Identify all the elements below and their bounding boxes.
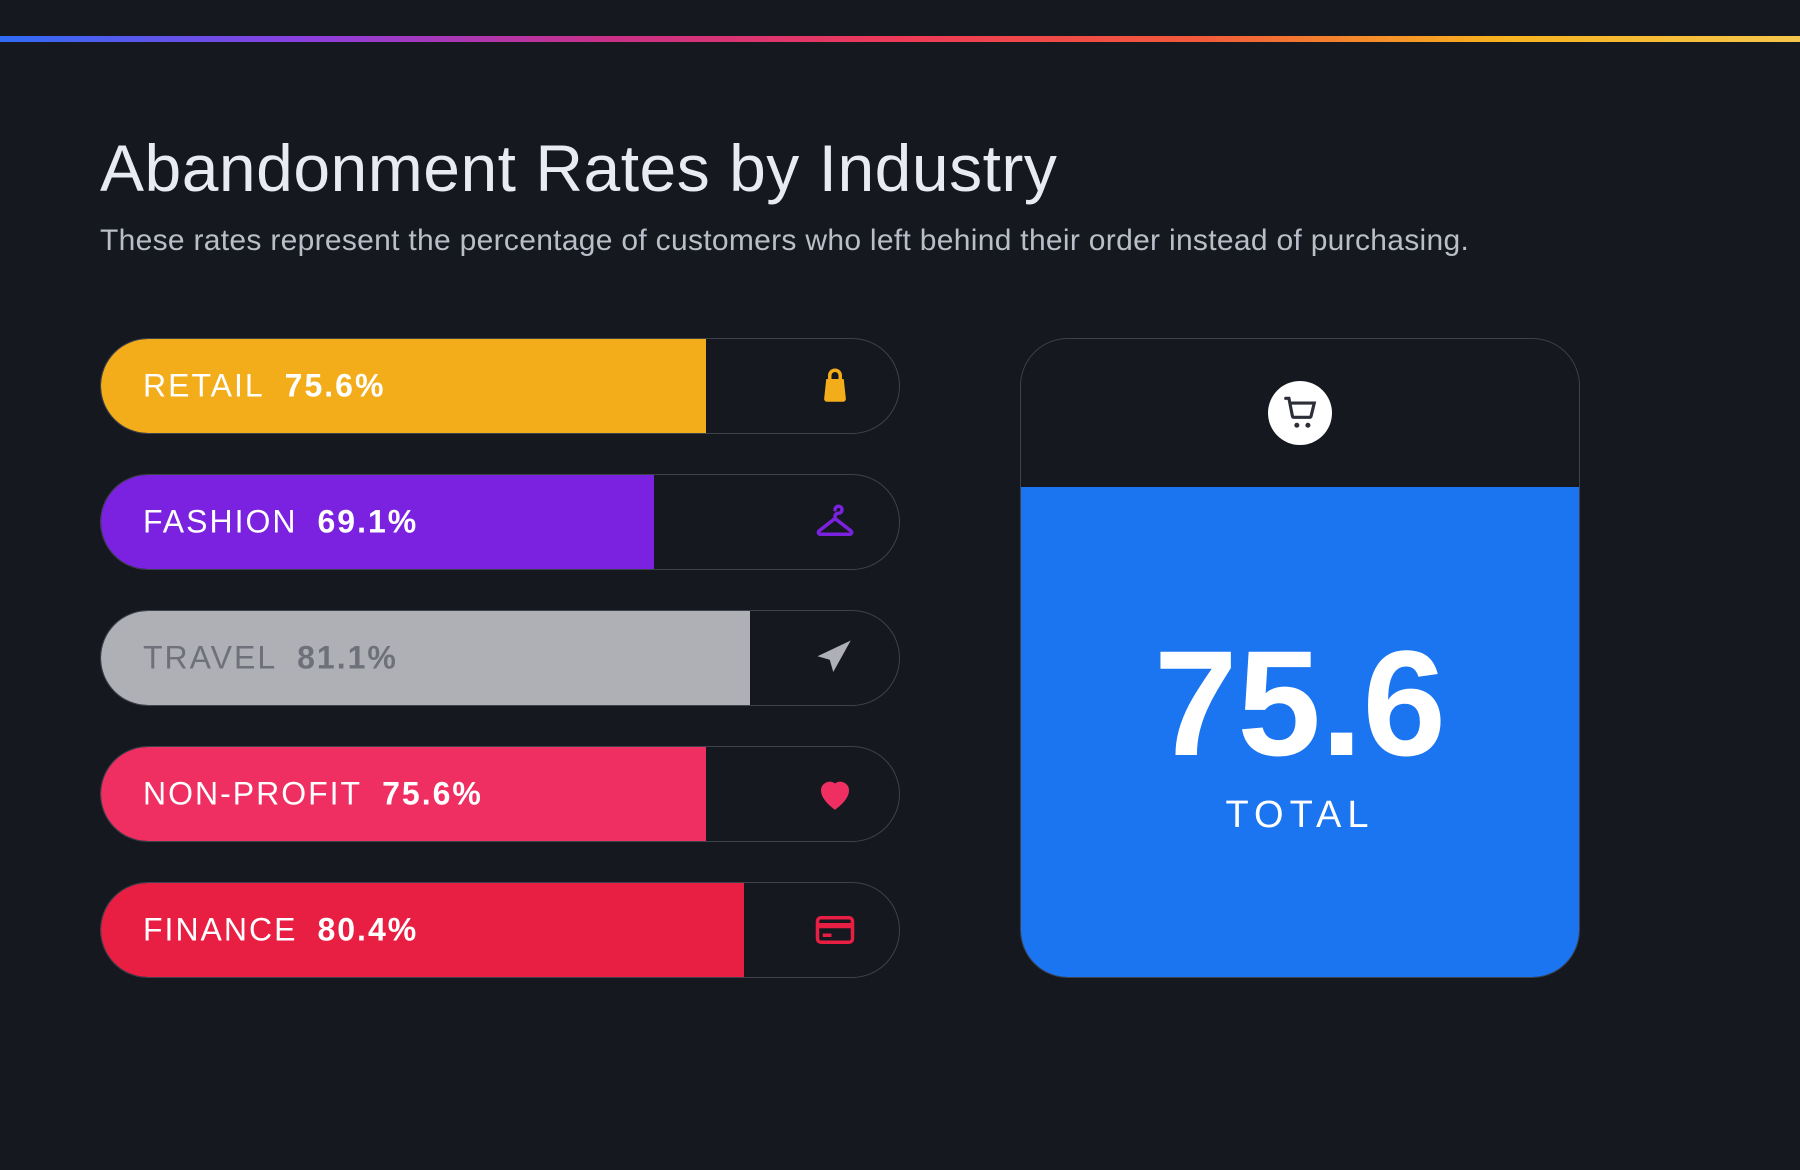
heart-icon	[811, 770, 859, 818]
bar-label: RETAIL	[143, 368, 265, 405]
bar-value: 81.1%	[297, 640, 398, 677]
bar-value: 75.6%	[285, 368, 386, 405]
bar-text: FASHION 69.1%	[143, 504, 418, 541]
page-subtitle: These rates represent the percentage of …	[100, 224, 1700, 258]
bar-row: TRAVEL 81.1%	[100, 610, 900, 706]
bar-value: 80.4%	[317, 912, 418, 949]
bar-label: NON-PROFIT	[143, 776, 362, 813]
bar-row: NON-PROFIT 75.6%	[100, 746, 900, 842]
bar-label: TRAVEL	[143, 640, 277, 677]
bar-row: RETAIL 75.6%	[100, 338, 900, 434]
bar-row: FINANCE 80.4%	[100, 882, 900, 978]
body: RETAIL 75.6% FASHION 69.1% TRAVEL 81.1% NON-PR…	[100, 338, 1700, 978]
bars-container: RETAIL 75.6% FASHION 69.1% TRAVEL 81.1% NON-PR…	[100, 338, 900, 978]
airplane-icon	[811, 634, 859, 682]
total-label: TOTAL	[1226, 794, 1375, 837]
top-gradient-stripe	[0, 36, 1800, 42]
cart-icon	[1281, 392, 1319, 435]
bar-text: FINANCE 80.4%	[143, 912, 418, 949]
bar-value: 75.6%	[382, 776, 483, 813]
bar-text: TRAVEL 81.1%	[143, 640, 398, 677]
bar-text: NON-PROFIT 75.6%	[143, 776, 483, 813]
bar-value: 69.1%	[317, 504, 418, 541]
hanger-icon	[811, 498, 859, 546]
bag-icon	[811, 362, 859, 410]
total-value: 75.6	[1154, 628, 1446, 778]
bar-row: FASHION 69.1%	[100, 474, 900, 570]
bar-label: FASHION	[143, 504, 297, 541]
page-title: Abandonment Rates by Industry	[100, 130, 1700, 206]
bar-text: RETAIL 75.6%	[143, 368, 385, 405]
total-card-body: 75.6 TOTAL	[1021, 487, 1579, 977]
creditcard-icon	[811, 906, 859, 954]
content: Abandonment Rates by Industry These rate…	[100, 130, 1700, 978]
total-card: 75.6 TOTAL	[1020, 338, 1580, 978]
total-badge	[1268, 381, 1332, 445]
bar-label: FINANCE	[143, 912, 297, 949]
total-card-header	[1021, 339, 1579, 487]
